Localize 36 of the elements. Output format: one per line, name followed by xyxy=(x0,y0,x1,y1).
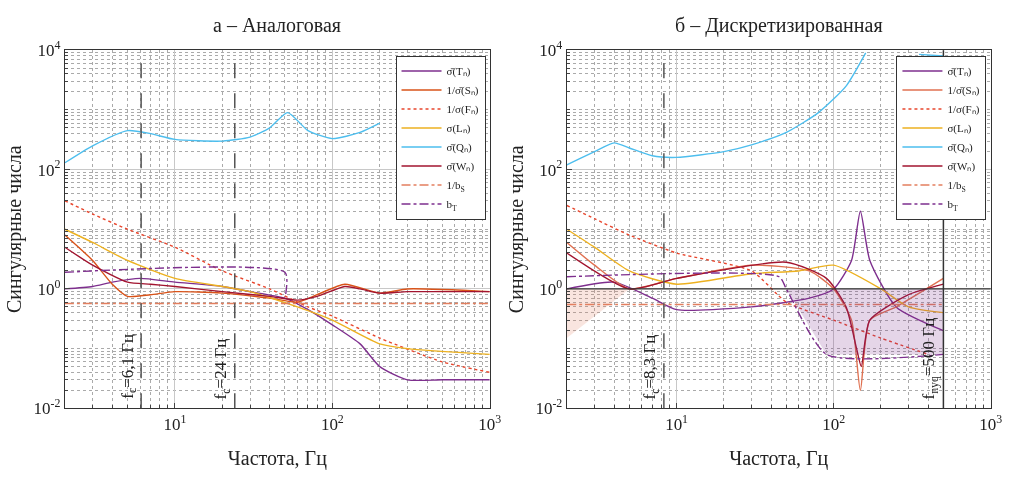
x-axis-title: Частота, Гц xyxy=(227,447,328,471)
y-axis-title: Сингулярные числа xyxy=(504,145,528,314)
y-tick-label: 10$^{4}$ xyxy=(37,38,61,61)
legend-label: 1/b$_{S}$ xyxy=(947,179,966,194)
x-tick-label: 10$^{2}$ xyxy=(320,411,344,434)
legend-label: 1/σ(Fₙ) xyxy=(446,103,479,117)
y-tick-label: 10$^{0}$ xyxy=(37,276,61,299)
legend-label: σ̄(Tₙ) xyxy=(947,65,972,79)
legend-label: σ̄(Wₙ) xyxy=(446,160,475,174)
y-tick-label: 10$^{2}$ xyxy=(37,157,61,180)
legend-label: σ̄(Qₙ) xyxy=(947,141,973,155)
y-tick-label: 10$^{0}$ xyxy=(539,276,563,299)
x-tick-label: 10$^{1}$ xyxy=(665,411,689,434)
y-tick-label: 10$^{4}$ xyxy=(539,38,563,61)
x-tick-label: 10$^{3}$ xyxy=(478,411,502,434)
chart-title: a – Аналоговая xyxy=(213,14,342,36)
x-axis-title: Частота, Гц xyxy=(729,447,829,471)
legend-label: 1/b$_{S}$ xyxy=(446,179,465,194)
y-axis-title: Сингулярные числа xyxy=(2,145,26,314)
legend-label: σ(Lₙ) xyxy=(947,122,972,136)
chart-title: б – Дискретизированная xyxy=(675,14,883,37)
legend-label: σ̄(Tₙ) xyxy=(446,65,471,79)
x-tick-label: 10$^{1}$ xyxy=(163,411,187,434)
y-tick-label: 10$^{-2}$ xyxy=(33,396,61,419)
legend-label: 1/σ̄(Sₙ) xyxy=(446,84,479,98)
y-tick-label: 10$^{-2}$ xyxy=(535,396,563,419)
legend-label: σ̄(Wₙ) xyxy=(947,160,976,174)
legend-label: σ(Lₙ) xyxy=(446,122,471,136)
legend-label: 1/σ̄(Sₙ) xyxy=(947,84,980,98)
legend-label: b$_{T}$ xyxy=(446,198,458,213)
x-tick-label: 10$^{2}$ xyxy=(822,411,846,434)
legend-label: σ̄(Qₙ) xyxy=(446,141,473,155)
x-tick-label: 10$^{3}$ xyxy=(979,411,1003,434)
legend-label: b$_{T}$ xyxy=(947,198,958,213)
y-tick-label: 10$^{2}$ xyxy=(539,157,563,180)
legend-label: 1/σ(Fₙ) xyxy=(947,103,980,117)
